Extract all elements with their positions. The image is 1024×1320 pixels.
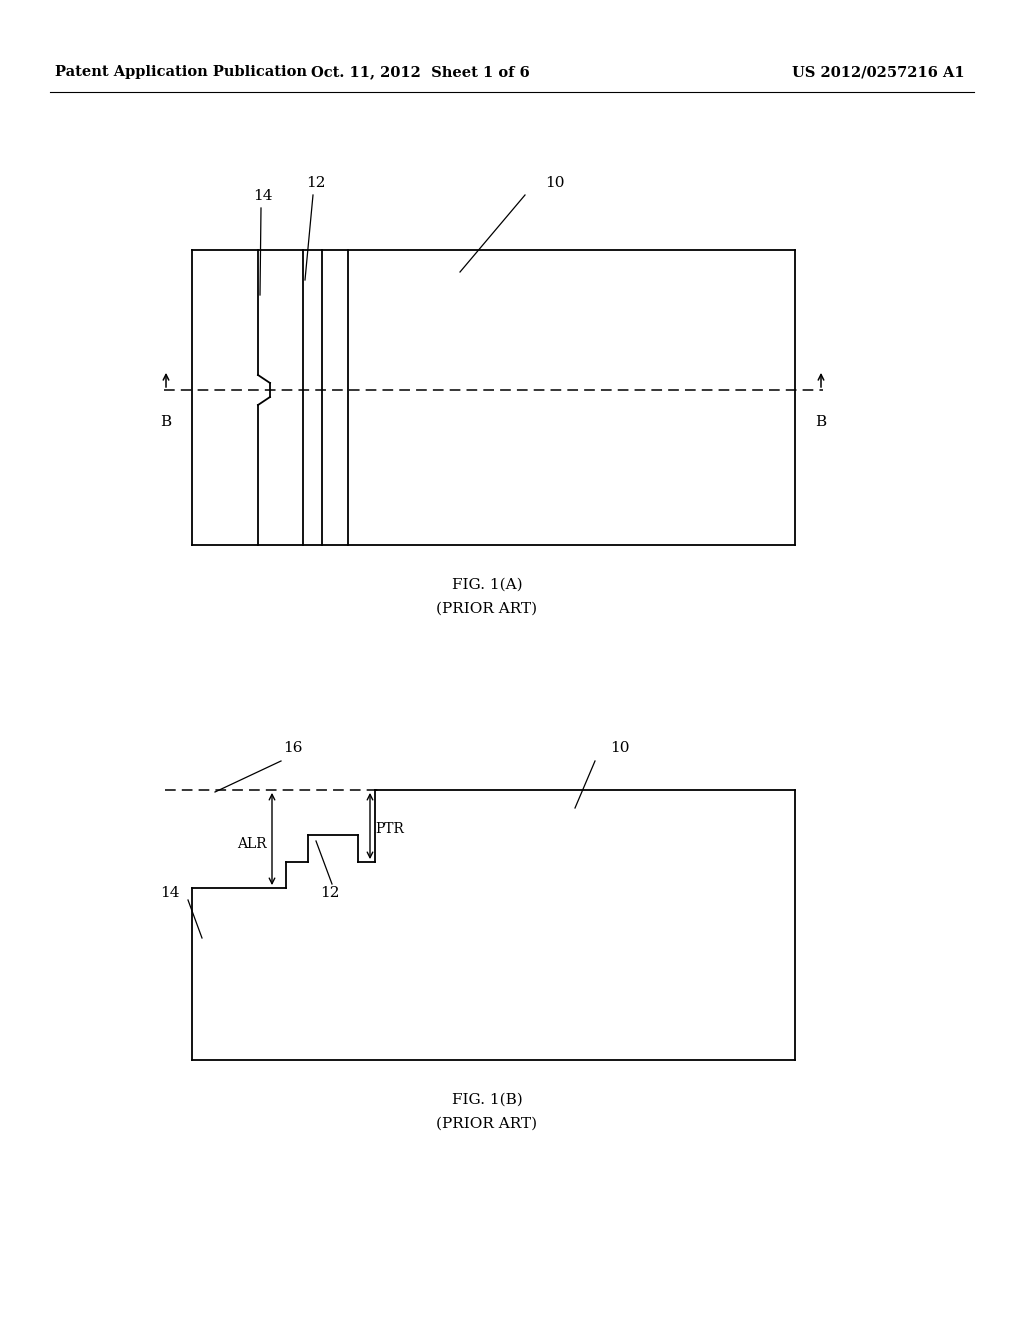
Text: B: B [815,414,826,429]
Text: Patent Application Publication: Patent Application Publication [55,65,307,79]
Text: FIG. 1(A): FIG. 1(A) [452,578,522,591]
Text: 10: 10 [545,176,565,190]
Text: 14: 14 [160,886,180,900]
Text: Oct. 11, 2012  Sheet 1 of 6: Oct. 11, 2012 Sheet 1 of 6 [310,65,529,79]
Text: (PRIOR ART): (PRIOR ART) [436,602,538,616]
Text: 10: 10 [610,741,630,755]
Text: 14: 14 [253,189,272,203]
Text: ALR: ALR [238,837,267,851]
Text: 12: 12 [321,886,340,900]
Text: 12: 12 [306,176,326,190]
Text: PTR: PTR [375,822,403,836]
Text: FIG. 1(B): FIG. 1(B) [452,1093,522,1107]
Text: (PRIOR ART): (PRIOR ART) [436,1117,538,1131]
Text: B: B [161,414,172,429]
Text: US 2012/0257216 A1: US 2012/0257216 A1 [793,65,965,79]
Text: 16: 16 [284,741,303,755]
